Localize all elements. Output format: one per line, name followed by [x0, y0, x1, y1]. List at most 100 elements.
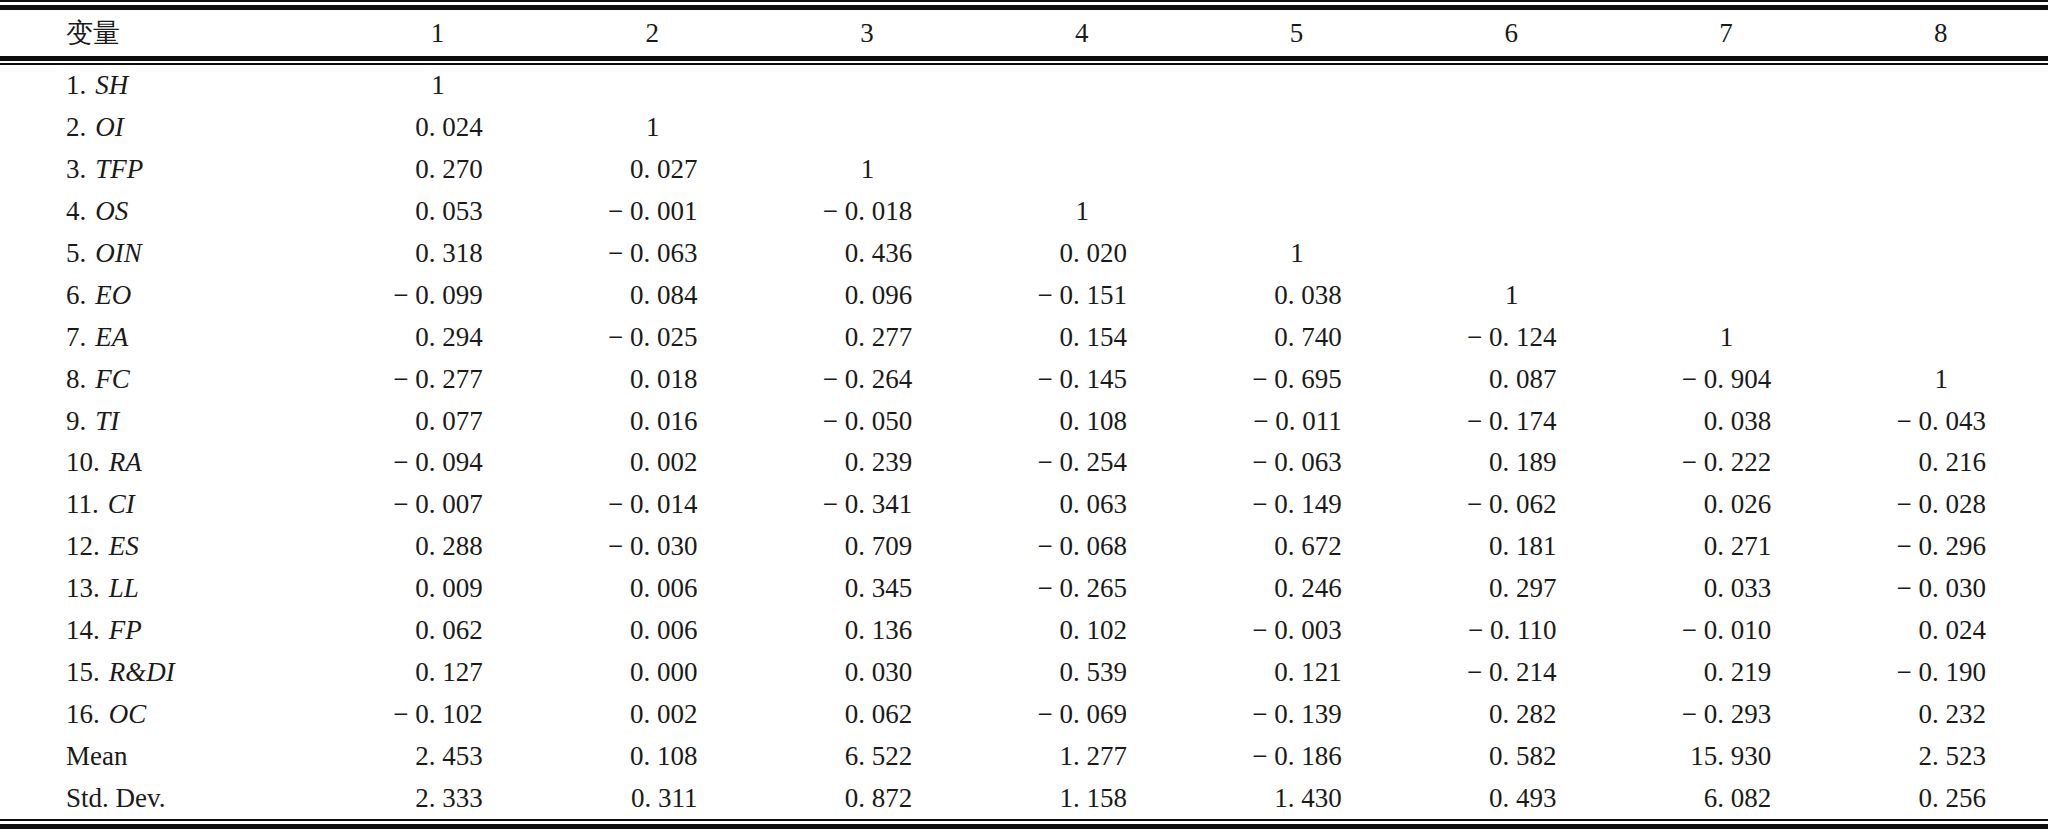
value-cell: 0. 096 — [760, 282, 975, 309]
row-variable-name: R&DI — [109, 657, 175, 687]
table-row: 10.RA− 0. 0940. 0020. 239− 0. 254− 0. 06… — [0, 442, 2048, 484]
value-cell: − 0. 003 — [1189, 617, 1404, 644]
header-cell-1: 1 — [330, 20, 545, 47]
row-variable-name: OS — [95, 196, 128, 226]
table-row: 14.FP0. 0620. 0060. 1360. 102− 0. 003− 0… — [0, 610, 2048, 652]
row-variable-name: EO — [95, 280, 131, 310]
row-number: 10. — [66, 447, 100, 477]
value-cell: − 0. 265 — [974, 575, 1189, 602]
value-cell: − 0. 214 — [1404, 659, 1619, 686]
value-cell: − 0. 007 — [330, 491, 545, 518]
table-row: 4.OS0. 053− 0. 001− 0. 0181 — [0, 191, 2048, 233]
value-cell: 0. 038 — [1619, 408, 1834, 435]
value-cell: − 0. 028 — [1833, 491, 2048, 518]
table-row: 9.TI0. 0770. 016− 0. 0500. 108− 0. 011− … — [0, 400, 2048, 442]
value-cell: 1 — [1189, 240, 1404, 267]
row-label: 15. R&DI — [0, 659, 330, 686]
row-label: 16.OC — [0, 701, 330, 728]
value-cell: 0. 108 — [545, 743, 760, 770]
value-cell: − 0. 063 — [545, 240, 760, 267]
value-cell: 1. 277 — [974, 743, 1189, 770]
value-cell: 0. 063 — [974, 491, 1189, 518]
value-cell: 0. 084 — [545, 282, 760, 309]
value-cell: − 0. 277 — [330, 366, 545, 393]
row-number: 3. — [66, 154, 86, 184]
header-cell-3: 3 — [760, 20, 975, 47]
value-cell: − 0. 030 — [1833, 575, 2048, 602]
value-cell: 1 — [760, 156, 975, 183]
row-variable-name: FC — [95, 364, 130, 394]
value-cell: 0. 493 — [1404, 785, 1619, 812]
value-cell: 6. 082 — [1619, 785, 1834, 812]
value-cell: 0. 256 — [1833, 785, 2048, 812]
value-cell: 0. 102 — [974, 617, 1189, 644]
value-cell: − 0. 695 — [1189, 366, 1404, 393]
table-row: 13.LL0. 0090. 0060. 345− 0. 2650. 2460. … — [0, 568, 2048, 610]
value-cell: 0. 740 — [1189, 324, 1404, 351]
value-cell: 0. 016 — [545, 408, 760, 435]
table-row: 15.R&DI0. 1270. 0000. 0300. 5390. 121− 0… — [0, 651, 2048, 693]
value-cell: 0. 006 — [545, 617, 760, 644]
row-number: 4. — [66, 196, 86, 226]
row-number: 14. — [66, 615, 100, 645]
value-cell: 0. 239 — [760, 449, 975, 476]
row-variable-name: SH — [95, 70, 128, 100]
header-cell-7: 7 — [1619, 20, 1834, 47]
value-cell: 0. 127 — [330, 659, 545, 686]
value-cell: 0. 108 — [974, 408, 1189, 435]
value-cell: 1. 430 — [1189, 785, 1404, 812]
row-variable-name: LL — [109, 573, 139, 603]
value-cell: 0. 345 — [760, 575, 975, 602]
value-cell: 0. 024 — [1833, 617, 2048, 644]
value-cell: 1 — [1833, 366, 2048, 393]
value-cell: − 0. 124 — [1404, 324, 1619, 351]
value-cell: − 0. 030 — [545, 533, 760, 560]
value-cell: 0. 154 — [974, 324, 1189, 351]
table-bottom-rule-thin — [0, 819, 2048, 821]
value-cell: 0. 872 — [760, 785, 975, 812]
row-label: 10.RA — [0, 449, 330, 476]
header-separator-rule-thick — [0, 56, 2048, 61]
value-cell: 0. 189 — [1404, 449, 1619, 476]
row-number: 2. — [66, 112, 86, 142]
table-row: 11.CI− 0. 007− 0. 014− 0. 3410. 063− 0. … — [0, 484, 2048, 526]
row-label: 12.ES — [0, 533, 330, 560]
value-cell: 0. 062 — [760, 701, 975, 728]
table-row: 5.OIN0. 318− 0. 0630. 4360. 0201 — [0, 233, 2048, 275]
table-row: 12.ES0. 288− 0. 0300. 709− 0. 0680. 6720… — [0, 526, 2048, 568]
header-cell-6: 6 — [1404, 20, 1619, 47]
value-cell: 0. 219 — [1619, 659, 1834, 686]
value-cell: − 0. 139 — [1189, 701, 1404, 728]
header-cell-variable: 变量 — [0, 20, 330, 47]
value-cell: − 0. 102 — [330, 701, 545, 728]
header-cell-2: 2 — [545, 20, 760, 47]
value-cell: − 0. 904 — [1619, 366, 1834, 393]
row-variable-name: TFP — [95, 154, 143, 184]
table-row: 3.TFP0. 2700. 0271 — [0, 149, 2048, 191]
value-cell: 0. 002 — [545, 449, 760, 476]
value-cell: − 0. 094 — [330, 449, 545, 476]
row-number: 12. — [66, 531, 100, 561]
value-cell: 0. 077 — [330, 408, 545, 435]
value-cell: 0. 311 — [545, 785, 760, 812]
value-cell: 0. 709 — [760, 533, 975, 560]
row-number: 15. — [66, 657, 100, 687]
table-top-rule-thin — [0, 0, 2048, 2]
value-cell: − 0. 018 — [760, 198, 975, 225]
value-cell: 0. 087 — [1404, 366, 1619, 393]
value-cell: 0. 672 — [1189, 533, 1404, 560]
header-cell-4: 4 — [974, 20, 1189, 47]
row-label: 14.FP — [0, 617, 330, 644]
row-number: 16. — [66, 699, 100, 729]
value-cell: 0. 053 — [330, 198, 545, 225]
value-cell: 1 — [330, 72, 545, 99]
table-row: 2.OI0. 0241 — [0, 107, 2048, 149]
row-variable-name: OI — [95, 112, 124, 142]
value-cell: 0. 232 — [1833, 701, 2048, 728]
value-cell: 0. 121 — [1189, 659, 1404, 686]
value-cell: 0. 539 — [974, 659, 1189, 686]
table-row: Mean2. 4530. 1086. 5221. 277− 0. 1860. 5… — [0, 735, 2048, 777]
value-cell: 6. 522 — [760, 743, 975, 770]
row-label: 4. OS — [0, 198, 330, 225]
value-cell: − 0. 186 — [1189, 743, 1404, 770]
